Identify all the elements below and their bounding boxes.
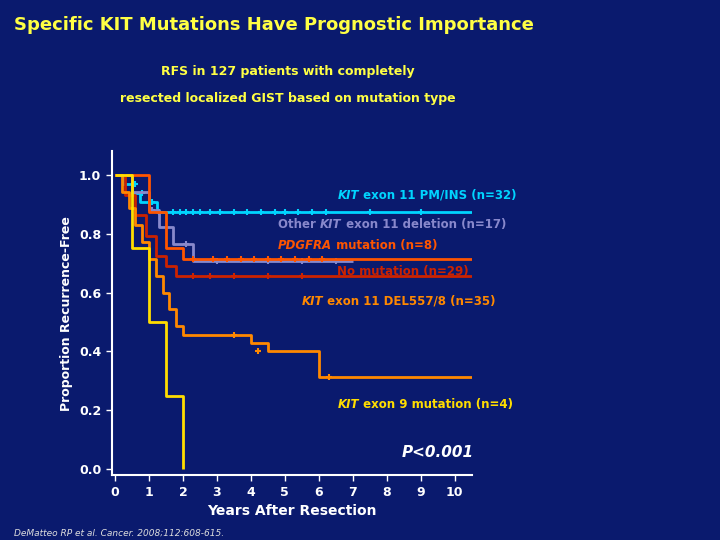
Text: exon 9 mutation (n=4): exon 9 mutation (n=4)	[359, 398, 513, 411]
Text: Other: Other	[278, 218, 320, 231]
Text: RFS in 127 patients with completely: RFS in 127 patients with completely	[161, 65, 415, 78]
Text: Specific KIT Mutations Have Prognostic Importance: Specific KIT Mutations Have Prognostic I…	[14, 16, 534, 34]
Text: KIT: KIT	[320, 218, 341, 231]
Text: KIT: KIT	[302, 295, 323, 308]
Text: PDGFRA: PDGFRA	[278, 239, 332, 252]
Text: exon 11 DEL557/8 (n=35): exon 11 DEL557/8 (n=35)	[323, 295, 496, 308]
Text: KIT: KIT	[338, 189, 359, 202]
Text: KIT: KIT	[338, 398, 359, 411]
X-axis label: Years After Resection: Years After Resection	[207, 504, 377, 518]
Text: resected localized GIST based on mutation type: resected localized GIST based on mutatio…	[120, 92, 456, 105]
Text: DeMatteo RP et al. Cancer. 2008;112:608-615.: DeMatteo RP et al. Cancer. 2008;112:608-…	[14, 528, 225, 537]
Text: No mutation (n=29): No mutation (n=29)	[338, 266, 469, 279]
Text: exon 11 PM/INS (n=32): exon 11 PM/INS (n=32)	[359, 189, 516, 202]
Text: P<0.001: P<0.001	[402, 446, 474, 461]
Text: exon 11 deletion (n=17): exon 11 deletion (n=17)	[341, 218, 506, 231]
Y-axis label: Proportion Recurrence-Free: Proportion Recurrence-Free	[60, 216, 73, 410]
Text: mutation (n=8): mutation (n=8)	[332, 239, 438, 252]
